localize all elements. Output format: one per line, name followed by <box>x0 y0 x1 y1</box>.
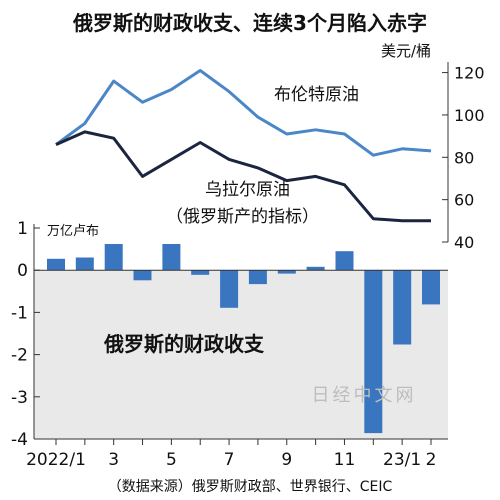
bar-y-tick-label: 0 <box>17 261 28 281</box>
x-tick-label: 2 <box>426 450 437 470</box>
line-y-tick-label: 60 <box>454 191 474 210</box>
bar <box>75 257 94 271</box>
x-tick-label: 3 <box>108 450 119 470</box>
bar <box>47 258 65 271</box>
line-y-tick-label: 120 <box>454 64 485 83</box>
source-note: （数据来源）俄罗斯财政部、世界银行、CEIC <box>108 479 393 495</box>
x-tick-label: 23/1 <box>383 450 421 470</box>
bar <box>133 270 152 281</box>
bar <box>104 244 123 271</box>
legend-urals-note: （俄罗斯产的指标） <box>166 207 319 227</box>
brent-line <box>55 69 432 157</box>
bar <box>306 266 325 271</box>
bar <box>335 251 354 271</box>
urals-line <box>55 130 431 223</box>
line-y-tick-label: 40 <box>454 233 474 252</box>
bar <box>422 270 440 305</box>
bar-y-tick-label: -2 <box>11 346 28 366</box>
line-y-tick-label: 100 <box>454 106 485 125</box>
line-series-group <box>55 69 432 223</box>
watermark: 日经中文网 <box>312 385 417 406</box>
x-tick-label: 2022/1 <box>26 450 86 470</box>
bar-chart-unit-label: 万亿卢布 <box>47 223 99 239</box>
bar <box>220 270 239 308</box>
legend-urals: 乌拉尔原油 <box>205 180 290 200</box>
bar <box>162 244 181 271</box>
line-y-tick-label: 80 <box>454 148 474 167</box>
bar <box>248 270 267 285</box>
bar-series-group <box>47 244 440 434</box>
bar-y-tick-label: -3 <box>11 388 28 408</box>
x-tick-label: 7 <box>224 450 235 470</box>
bar <box>277 270 296 274</box>
line-chart-y-ticks: 40 60 80 100 120 <box>454 64 485 252</box>
line-chart-unit-label: 美元/桶 <box>381 42 431 60</box>
x-axis-ticks: 2022/1 3 5 7 9 11 23/1 2 <box>26 439 436 470</box>
bar <box>393 270 412 345</box>
x-tick-label: 5 <box>166 450 177 470</box>
bar <box>191 270 210 275</box>
bar-y-tick-label: -4 <box>11 430 28 450</box>
bar-y-tick-label: -1 <box>11 303 28 323</box>
line-chart-gridlines <box>442 62 449 243</box>
bar <box>364 270 383 434</box>
x-tick-label: 9 <box>281 450 292 470</box>
legend-brent: 布伦特原油 <box>274 85 359 105</box>
line-chart-title: 俄罗斯的财政收支、连续3个月陷入赤字 <box>72 11 427 35</box>
bar-chart-title: 俄罗斯的财政收支 <box>103 332 265 356</box>
bar-y-tick-label: 1 <box>17 219 28 239</box>
x-tick-label: 11 <box>334 450 356 470</box>
